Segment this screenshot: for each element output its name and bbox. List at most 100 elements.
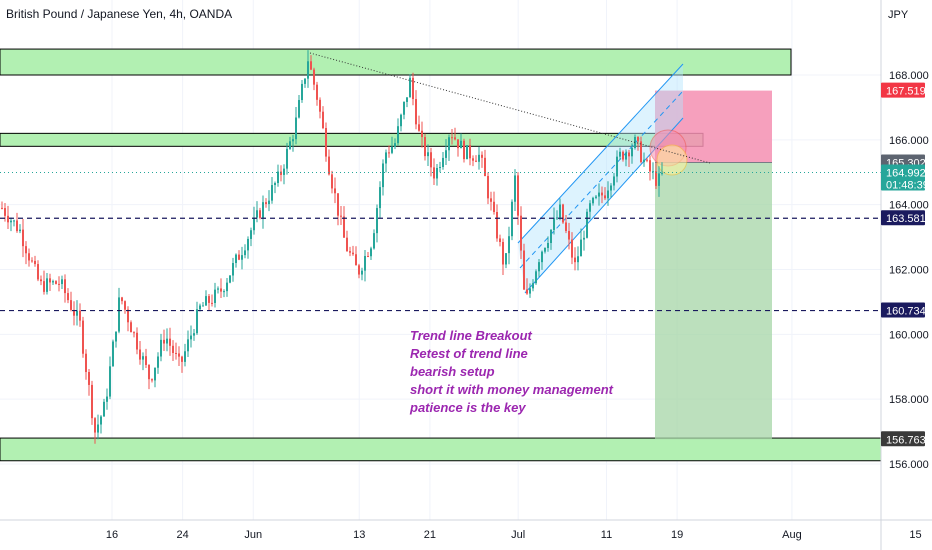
candle-body bbox=[319, 99, 321, 112]
candle-body bbox=[46, 278, 48, 292]
candle-body bbox=[259, 210, 261, 218]
candle-body bbox=[436, 167, 438, 179]
zone-3 bbox=[0, 437, 882, 462]
candle-body bbox=[61, 279, 63, 285]
candle-body bbox=[76, 310, 78, 316]
candle-body bbox=[214, 289, 216, 304]
time-tick-label: 19 bbox=[671, 529, 683, 541]
price-badge-label: 160.734 bbox=[886, 306, 926, 318]
candle-body bbox=[154, 367, 156, 381]
candle-body bbox=[634, 137, 636, 148]
candle-body bbox=[553, 218, 555, 230]
candle-body bbox=[451, 137, 453, 139]
candle-body bbox=[229, 275, 231, 283]
candle-body bbox=[382, 163, 384, 188]
time-tick-label: 11 bbox=[601, 529, 612, 541]
price-tick-label: 156.000 bbox=[889, 459, 929, 471]
candle-body bbox=[178, 353, 180, 357]
candle-body bbox=[430, 152, 432, 168]
candle-body bbox=[355, 254, 357, 266]
candle-body bbox=[145, 356, 147, 365]
candle-body bbox=[193, 333, 195, 336]
candle-body bbox=[73, 309, 75, 316]
candle-body bbox=[97, 424, 99, 433]
candle-body bbox=[427, 152, 429, 157]
candle-body bbox=[649, 160, 651, 172]
horizontal-levels[interactable] bbox=[0, 172, 881, 312]
candle-body bbox=[358, 265, 360, 275]
candle-body bbox=[247, 238, 249, 251]
candle-body bbox=[364, 256, 366, 271]
candle-body bbox=[82, 320, 84, 354]
candle-body bbox=[613, 176, 615, 186]
candle-body bbox=[67, 293, 69, 301]
candle-body bbox=[655, 171, 657, 186]
candle-body bbox=[475, 160, 477, 162]
candle-body bbox=[85, 353, 87, 373]
candle-body bbox=[637, 137, 639, 142]
short-position-tool[interactable] bbox=[655, 90, 772, 440]
candle-body bbox=[16, 220, 18, 232]
note-line-4: short it with money management bbox=[410, 382, 614, 397]
candle-body bbox=[604, 195, 606, 199]
candle-body bbox=[643, 159, 645, 163]
ascending-channel[interactable] bbox=[517, 63, 688, 294]
countdown-label: 01:48:39 bbox=[886, 180, 929, 192]
candle-body bbox=[166, 338, 168, 344]
channel-upper bbox=[517, 63, 684, 244]
price-badge-label: 156.763 bbox=[886, 434, 926, 446]
candle-body bbox=[457, 139, 459, 149]
candle-body bbox=[484, 157, 486, 177]
candle-body bbox=[538, 262, 540, 272]
candle-body bbox=[565, 222, 567, 231]
descending-trendline[interactable] bbox=[309, 52, 711, 164]
candle-body bbox=[403, 101, 405, 115]
candle-body bbox=[100, 416, 102, 425]
candle-body bbox=[256, 210, 258, 218]
candle-body bbox=[208, 296, 210, 303]
candle-body bbox=[523, 250, 525, 290]
candle-body bbox=[217, 288, 219, 290]
candle-body bbox=[607, 190, 609, 199]
candle-body bbox=[220, 288, 222, 292]
candle-body bbox=[241, 255, 243, 260]
candle-body bbox=[226, 282, 228, 292]
channel-fill bbox=[518, 64, 683, 293]
candle-body bbox=[415, 99, 417, 125]
candle-body bbox=[580, 239, 582, 257]
candle-body bbox=[121, 297, 123, 302]
candle-body bbox=[448, 137, 450, 151]
candle-body bbox=[88, 372, 90, 385]
time-tick-label: 16 bbox=[106, 529, 118, 541]
candle-body bbox=[631, 147, 633, 157]
candle-body bbox=[235, 254, 237, 263]
time-tick-label: 13 bbox=[353, 529, 365, 541]
candle-body bbox=[514, 175, 516, 202]
candle-body bbox=[601, 192, 603, 196]
candle-body bbox=[412, 77, 414, 100]
candle-body bbox=[346, 237, 348, 252]
candle-body bbox=[196, 309, 198, 334]
candle-body bbox=[298, 100, 300, 118]
note-line-5: patience is the key bbox=[409, 400, 526, 415]
candle-body bbox=[148, 364, 150, 380]
candle-body bbox=[232, 262, 234, 276]
time-tick-label: 21 bbox=[424, 529, 436, 541]
candle-body bbox=[472, 158, 474, 161]
candle-body bbox=[397, 126, 399, 144]
candle-body bbox=[79, 310, 81, 321]
candle-body bbox=[313, 69, 315, 85]
price-badges: 167.519165.302164.99201:48:39163.581160.… bbox=[881, 82, 929, 447]
candle-body bbox=[7, 215, 9, 223]
candle-body bbox=[277, 171, 279, 184]
candle-body bbox=[589, 203, 591, 212]
candle-body bbox=[343, 216, 345, 238]
candle-body bbox=[172, 345, 174, 353]
candle-body bbox=[187, 339, 189, 352]
candle-body bbox=[586, 211, 588, 238]
candle-body bbox=[265, 202, 267, 205]
candle-body bbox=[547, 243, 549, 248]
candle-body bbox=[94, 418, 96, 433]
chart-title: British Pound / Japanese Yen, 4h, OANDA bbox=[6, 7, 232, 21]
